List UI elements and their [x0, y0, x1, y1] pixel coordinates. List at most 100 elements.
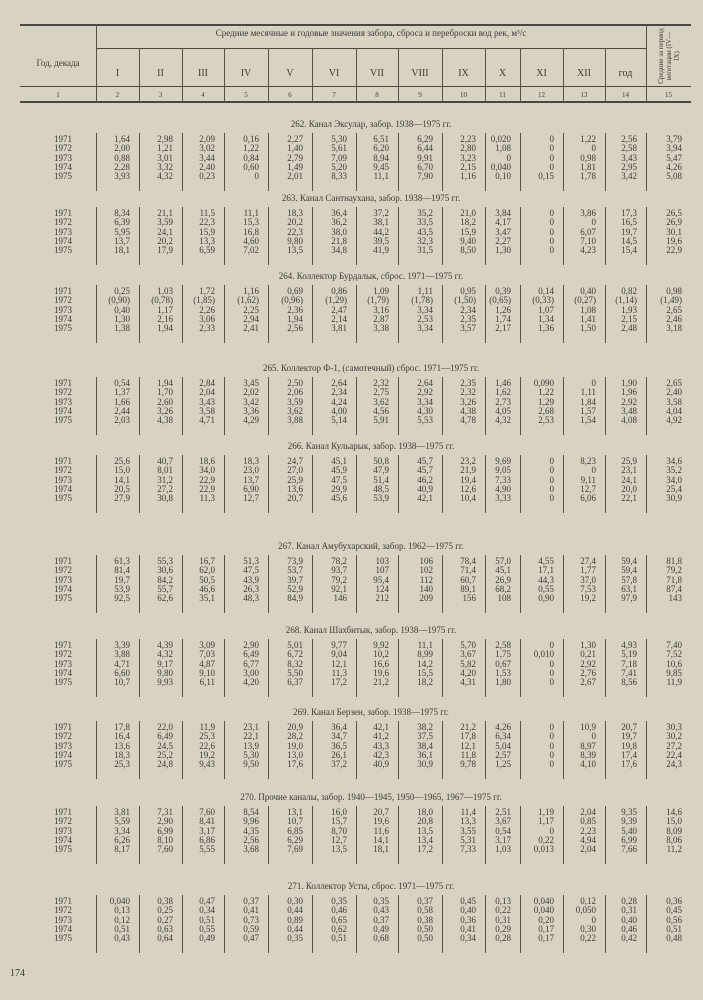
table-cell: 6,72 [287, 649, 303, 660]
table-cell: 24,7 [287, 456, 303, 466]
table-cell: 2,04 [580, 807, 596, 817]
table-cell: 2,58 [495, 640, 511, 650]
column-divider [312, 895, 313, 953]
table-cell: 7,60 [157, 844, 173, 855]
table-cell: 11,3 [199, 493, 215, 504]
table-cell: 13,3 [199, 235, 215, 246]
row-year: 1975 [54, 245, 72, 256]
column-divider [485, 895, 486, 953]
table-cell: 4,38 [157, 415, 173, 426]
row-year: 1971 [54, 722, 72, 732]
column-divider [268, 285, 269, 343]
table-cell: 3,09 [199, 640, 215, 650]
table-cell: 0 [549, 208, 555, 218]
column-divider [268, 639, 269, 697]
vegetation-header-text: Средние за период вегетации (IV—IX) [657, 28, 681, 84]
table-cell: 2,65 [666, 378, 682, 388]
table-cell: 68,2 [495, 583, 511, 594]
table-cell: 15,4 [621, 245, 637, 256]
table-cell: 2,16 [157, 313, 173, 324]
column-divider [485, 133, 486, 191]
table-cell: 2,48 [621, 323, 637, 334]
table-cell: 32,3 [417, 235, 433, 246]
table-cell: 2,92 [580, 658, 596, 669]
column-divider [646, 639, 647, 697]
table-cell: 26,9 [666, 217, 682, 228]
table-cell: 25,9 [287, 474, 303, 485]
table-cell: 0 [591, 465, 597, 476]
table-cell: 8,10 [157, 834, 173, 845]
row-year: 1974 [54, 923, 72, 934]
row-year: 1974 [54, 834, 72, 845]
table-cell: 2,28 [114, 161, 130, 172]
table-cell: 0,55 [199, 923, 215, 934]
table-cell: 8,32 [287, 658, 303, 669]
table-cell: 5,01 [287, 640, 303, 650]
table-cell: 11,9 [666, 677, 682, 688]
table-cell: 20,7 [373, 807, 389, 817]
column-divider [139, 207, 140, 265]
table-cell: 9,39 [621, 816, 637, 827]
table-cell: 4,00 [331, 405, 347, 416]
column-divider [96, 207, 97, 265]
table-cell: 0,17 [538, 933, 554, 944]
table-cell: 4,55 [538, 556, 554, 566]
row-year: 1974 [54, 667, 72, 678]
table-cell: 1,49 [287, 161, 303, 172]
table-cell: 31,2 [157, 474, 173, 485]
table-cell: 5,14 [331, 415, 347, 426]
table-cell: 0 [549, 658, 555, 669]
table-cell: 0,44 [287, 905, 303, 916]
table-cell: 0,89 [287, 914, 303, 925]
table-cell: 3,59 [287, 396, 303, 407]
column-divider [312, 806, 313, 864]
table-cell: 71,8 [666, 574, 682, 585]
table-cell: 3,48 [621, 405, 637, 416]
section-title: 263. Канал Сантнаухана, забор. 1938—1975… [281, 193, 461, 203]
table-cell: 2,56 [621, 134, 637, 144]
table-cell: 12,6 [460, 483, 476, 494]
row-year: 1975 [54, 415, 72, 426]
table-cell: 95,4 [373, 574, 389, 585]
column-divider [312, 639, 313, 697]
table-cell: 0,45 [460, 896, 476, 906]
column-divider [96, 806, 97, 864]
table-cell: 4,20 [460, 667, 476, 678]
table-cell: 0,010 [533, 649, 554, 660]
section-title: 262. Канал Эксулар, забор. 1938—1975 гг. [290, 119, 452, 129]
row-year: 1971 [54, 286, 72, 296]
table-cell: 0,62 [331, 923, 347, 934]
table-cell: 9,93 [157, 677, 173, 688]
column-number: 9 [418, 91, 422, 99]
table-cell: 2,92 [621, 396, 637, 407]
column-divider [485, 455, 486, 513]
month-header: III [198, 68, 208, 79]
table-cell: 3,84 [495, 208, 511, 218]
table-cell: 10,4 [460, 493, 476, 504]
table-cell: 15,9 [460, 226, 476, 237]
table-cell: 0,67 [495, 658, 511, 669]
row-year: 1975 [54, 844, 72, 855]
month-header: II [157, 68, 164, 79]
values-column-header: Средние месячные и годовые значения забо… [215, 28, 527, 38]
table-cell: 20,2 [157, 235, 173, 246]
column-divider [182, 639, 183, 697]
column-divider [224, 639, 225, 697]
table-cell: 15,9 [199, 226, 215, 237]
table-cell: 0,050 [575, 905, 596, 916]
table-cell: 0,29 [495, 923, 511, 934]
table-cell: 27,4 [580, 556, 596, 566]
table-cell: 0 [549, 235, 555, 246]
column-divider [520, 895, 521, 953]
header-divider [605, 48, 606, 102]
table-cell: 0,37 [417, 896, 433, 906]
column-divider [312, 207, 313, 265]
table-cell: 0 [549, 474, 555, 485]
table-cell: 13,7 [114, 235, 130, 246]
table-cell: 11,1 [417, 640, 433, 650]
table-cell: 0 [591, 731, 597, 742]
table-cell: 1,94 [157, 378, 173, 388]
table-cell: 40,7 [157, 456, 173, 466]
table-cell: 1,17 [538, 816, 554, 827]
column-divider [442, 806, 443, 864]
